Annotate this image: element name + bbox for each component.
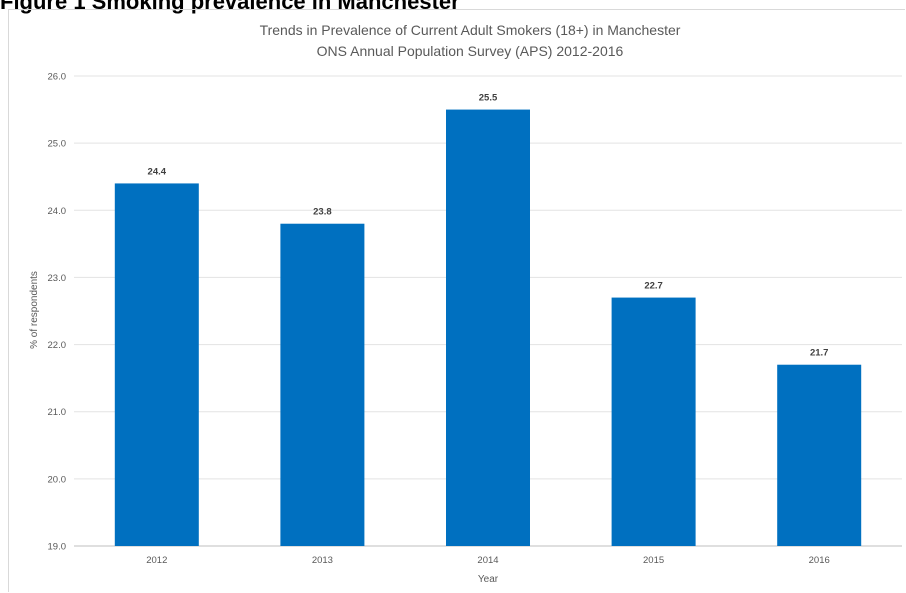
y-tick-label: 19.0 [48, 542, 67, 553]
y-tick-label: 26.0 [48, 72, 67, 83]
data-labels: 24.4 23.8 25.5 22.7 21.7 [148, 93, 829, 359]
data-label: 23.8 [313, 207, 332, 218]
y-tick-label: 20.0 [48, 474, 67, 485]
gridlines [74, 75, 902, 547]
x-axis-label: Year [478, 574, 499, 585]
data-label: 25.5 [479, 93, 498, 104]
bar-2013 [280, 223, 365, 546]
bars [114, 109, 862, 547]
chart-title: Trends in Prevalence of Current Adult Sm… [260, 22, 681, 38]
bar-2012 [114, 183, 199, 546]
data-label: 24.4 [148, 166, 167, 177]
x-tick-label: 2013 [312, 555, 333, 566]
y-axis-label: % of respondents [29, 271, 40, 349]
x-tick-label: 2012 [146, 555, 167, 566]
x-tick-label: 2016 [809, 555, 830, 566]
bar-2016 [777, 364, 862, 546]
x-tick-label: 2015 [643, 555, 664, 566]
y-tick-label: 23.0 [48, 273, 67, 284]
data-label: 22.7 [644, 281, 663, 292]
chart-frame [8, 9, 905, 592]
y-tick-label: 22.0 [48, 340, 67, 351]
bar-2015 [611, 297, 696, 546]
chart-subtitle: ONS Annual Population Survey (APS) 2012-… [317, 43, 624, 59]
x-axis-ticks: 2012 2013 2014 2015 2016 [146, 555, 830, 566]
y-tick-label: 25.0 [48, 139, 67, 150]
y-axis-ticks: 19.0 20.0 21.0 22.0 23.0 24.0 25.0 26.0 [48, 72, 67, 553]
data-label: 21.7 [810, 348, 829, 359]
x-tick-label: 2014 [477, 555, 498, 566]
bar-2014 [446, 109, 530, 547]
y-tick-label: 24.0 [48, 206, 67, 217]
y-tick-label: 21.0 [48, 407, 67, 418]
